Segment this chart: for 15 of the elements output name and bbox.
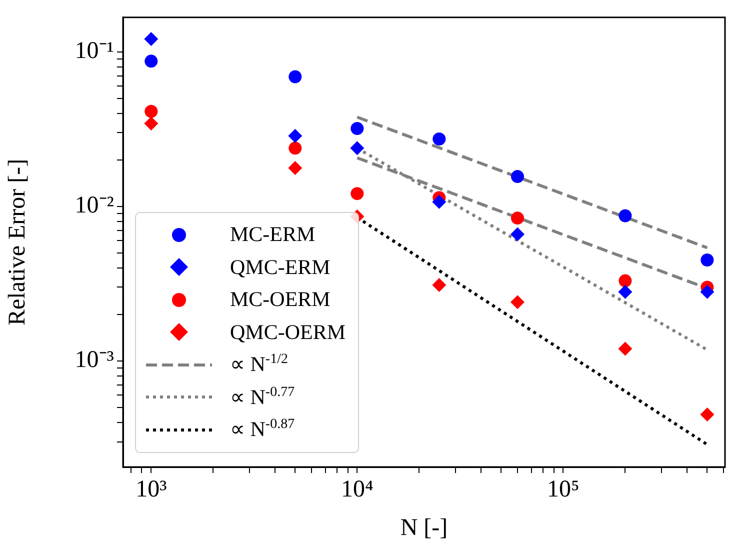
x-axis-title: N [-]	[400, 514, 448, 541]
x-tick-label: 10⁴	[340, 476, 374, 503]
legend-label: ∝ N$^{-0.87}$	[230, 417, 295, 442]
y-tick-label: 10⁻³	[74, 347, 114, 374]
y-tick-label: 10⁻¹	[74, 38, 114, 64]
legend-label: ∝ N$^{-0.77}$	[230, 384, 295, 410]
legend-label: QMC-OERM	[230, 320, 346, 345]
legend-label: MC-OERM	[230, 287, 330, 312]
legend-label: QMC-ERM	[230, 254, 330, 280]
x-tick-label: 10³	[136, 476, 167, 503]
legend-label: MC-ERM	[230, 222, 316, 248]
x-tick-label: 10⁵	[547, 476, 580, 503]
y-tick-label: 10⁻²	[74, 192, 114, 219]
y-axis-title: Relative Error [-]	[4, 158, 31, 326]
legend-label: ∝ N$^{-1/2}$	[230, 352, 288, 378]
